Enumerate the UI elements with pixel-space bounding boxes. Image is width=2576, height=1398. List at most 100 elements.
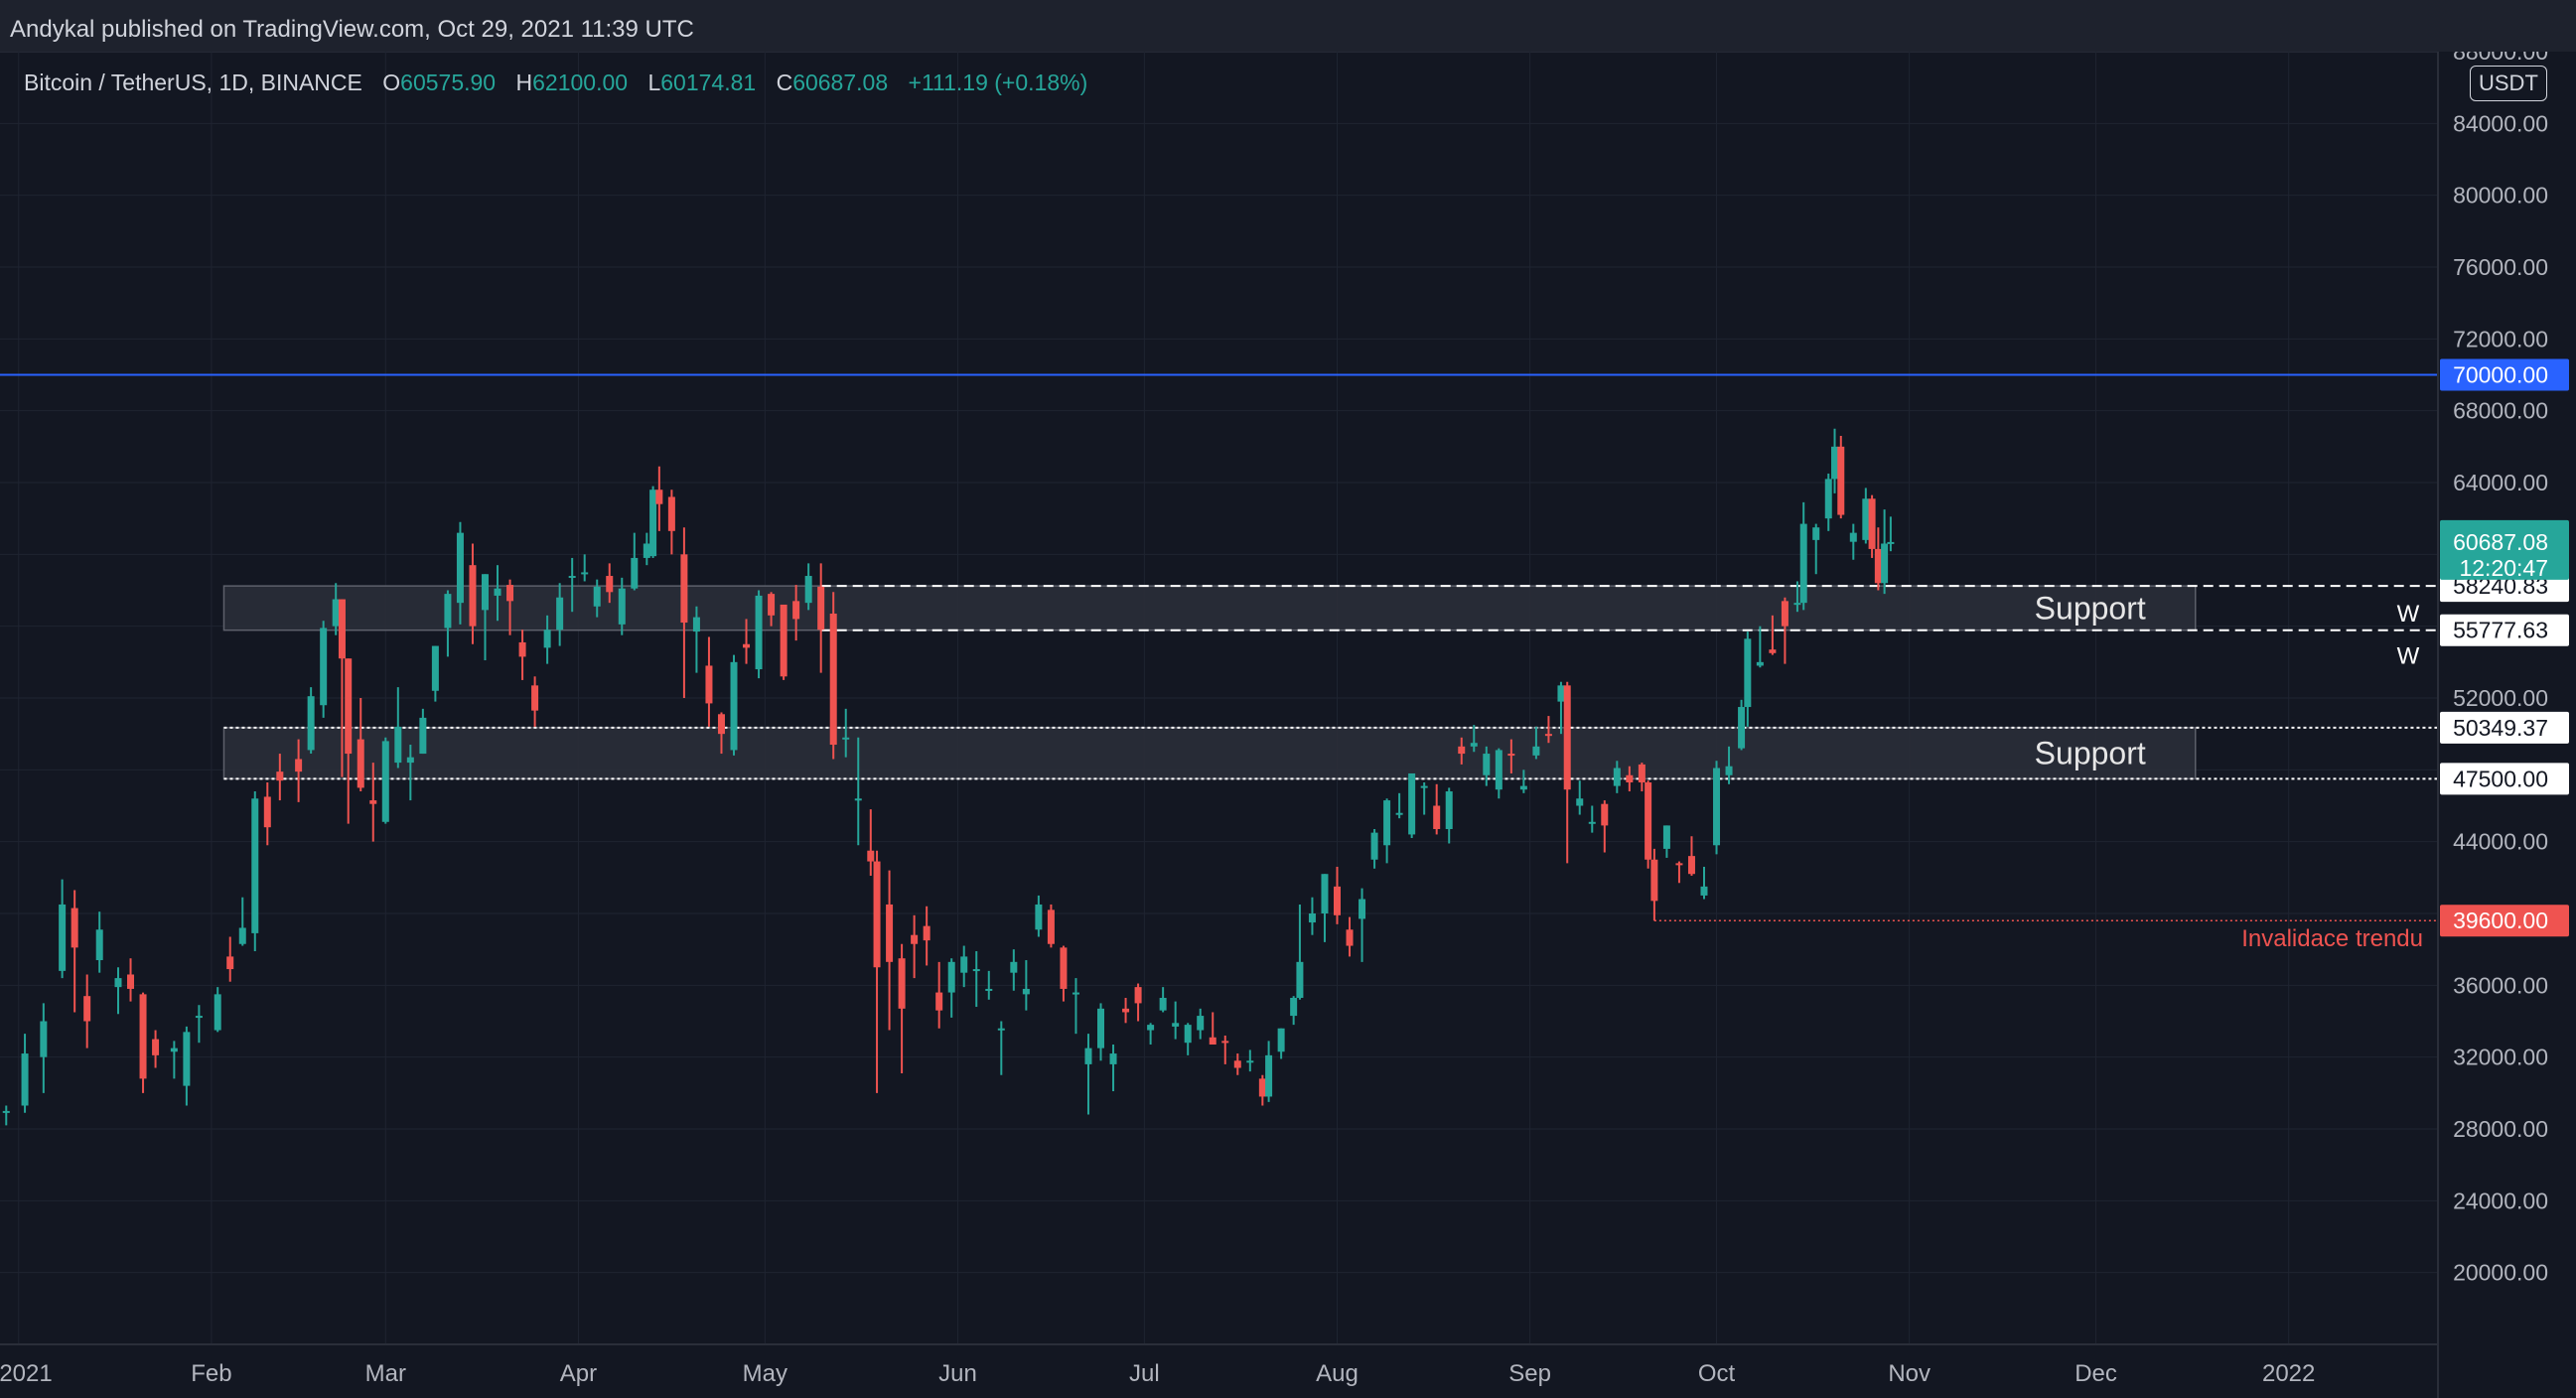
candle-body — [251, 798, 259, 933]
candle-body — [655, 489, 663, 504]
candle — [1109, 1045, 1117, 1092]
candle — [1470, 725, 1478, 753]
candle — [1849, 523, 1857, 560]
zone-bottom-tag: 55777.63 — [2453, 618, 2548, 643]
candle — [867, 809, 875, 877]
candle-body — [1060, 947, 1068, 989]
publisher-text: Andykal published on TradingView.com, Oc… — [10, 16, 694, 43]
candle — [1258, 1074, 1266, 1106]
candle-body — [1519, 785, 1527, 790]
candle-body — [1887, 541, 1895, 544]
candle — [1184, 1023, 1192, 1055]
candle — [1769, 615, 1777, 655]
candle — [1395, 792, 1403, 819]
candle — [680, 527, 688, 698]
candle — [83, 974, 91, 1048]
candle — [1209, 1012, 1216, 1046]
candle — [1134, 983, 1142, 1022]
candle-body — [1147, 1025, 1155, 1031]
currency-badge[interactable]: USDT — [2470, 66, 2547, 101]
price-axis[interactable]: 20000.00 24000.00 28000.00 32000.00 36000.00… — [2437, 52, 2576, 1398]
candle-body — [743, 643, 751, 648]
candle — [1290, 996, 1298, 1026]
candle-body — [1383, 800, 1391, 846]
price-chart[interactable]: Support WW Support Invalidace trendu 20000… — [0, 52, 2576, 1398]
candle — [1756, 626, 1764, 668]
candle — [655, 466, 663, 531]
candle-body — [1700, 886, 1708, 896]
candle — [854, 737, 862, 846]
candle-body — [394, 726, 402, 764]
change-value: +111.19 (+0.18%) — [908, 70, 1088, 95]
candle-body — [1433, 805, 1441, 830]
candle-body — [680, 554, 688, 624]
price-tick-label: 80000.00 — [2453, 183, 2548, 209]
candle-body — [518, 641, 526, 657]
candle-body — [556, 597, 564, 630]
candle — [481, 574, 489, 661]
candle — [1638, 763, 1646, 792]
candle-body — [730, 661, 738, 751]
candle — [792, 585, 800, 641]
candle-body — [1159, 997, 1167, 1011]
candle-body — [1862, 498, 1870, 540]
candle-body — [1084, 1048, 1092, 1064]
price-tick-label: 72000.00 — [2453, 326, 2548, 351]
candle-body — [1675, 863, 1683, 866]
open-label: O — [382, 70, 401, 95]
candle — [1576, 780, 1584, 815]
candle — [717, 712, 725, 755]
time-tick-label: Oct — [1698, 1360, 1736, 1387]
candle — [1010, 949, 1018, 991]
candle — [1408, 772, 1416, 839]
candle-body — [456, 532, 464, 604]
candle — [183, 1026, 191, 1106]
candle-body — [320, 628, 328, 706]
candle — [1097, 1003, 1105, 1061]
candle — [1831, 428, 1839, 493]
candle-body — [2, 1110, 10, 1113]
candle — [170, 1041, 178, 1079]
candle-body — [1197, 1016, 1205, 1031]
candle-body — [431, 645, 439, 691]
candle — [1887, 516, 1895, 552]
candle-body — [1035, 904, 1043, 930]
candle — [1433, 783, 1441, 835]
candle — [1588, 805, 1596, 833]
candle — [1047, 904, 1055, 948]
candle-body — [768, 594, 776, 616]
annotations: Invalidace trendu — [1653, 919, 2438, 952]
candle — [531, 676, 539, 727]
symbol-title[interactable]: Bitcoin / TetherUS, 1D, BINANCE — [24, 70, 362, 95]
candle-body — [867, 850, 875, 862]
candle-body — [705, 665, 713, 704]
candle-body — [1769, 649, 1777, 653]
candle — [114, 967, 122, 1015]
publish-bar: Andykal published on TradingView.com, Oc… — [0, 0, 2576, 53]
candle-body — [568, 576, 576, 579]
high-label: H — [515, 70, 533, 95]
candle — [780, 604, 787, 680]
price-tick-label: 84000.00 — [2453, 110, 2548, 136]
candle — [1495, 748, 1503, 799]
candle-body — [531, 685, 539, 711]
candle — [1296, 904, 1304, 1000]
candle — [2, 1105, 10, 1126]
candle-body — [606, 576, 614, 593]
candle-body — [1370, 832, 1378, 860]
candle — [456, 521, 464, 625]
candle-body — [1308, 913, 1316, 923]
candle — [139, 992, 147, 1093]
time-axis[interactable]: 2021 Feb Mar Apr May Jun Jul Aug Sep Oct Nov Dec 202… — [0, 1343, 2438, 1387]
candle — [1700, 866, 1708, 900]
candle-body — [1626, 774, 1634, 782]
zone-label: Support — [2035, 736, 2146, 771]
candle — [238, 897, 246, 946]
candle-body — [817, 586, 825, 630]
candle-body — [947, 961, 955, 993]
candle-body — [1650, 859, 1658, 902]
candle — [1221, 1035, 1229, 1064]
candle — [1601, 800, 1609, 853]
candle — [1370, 829, 1378, 869]
candle-body — [1097, 1008, 1105, 1048]
